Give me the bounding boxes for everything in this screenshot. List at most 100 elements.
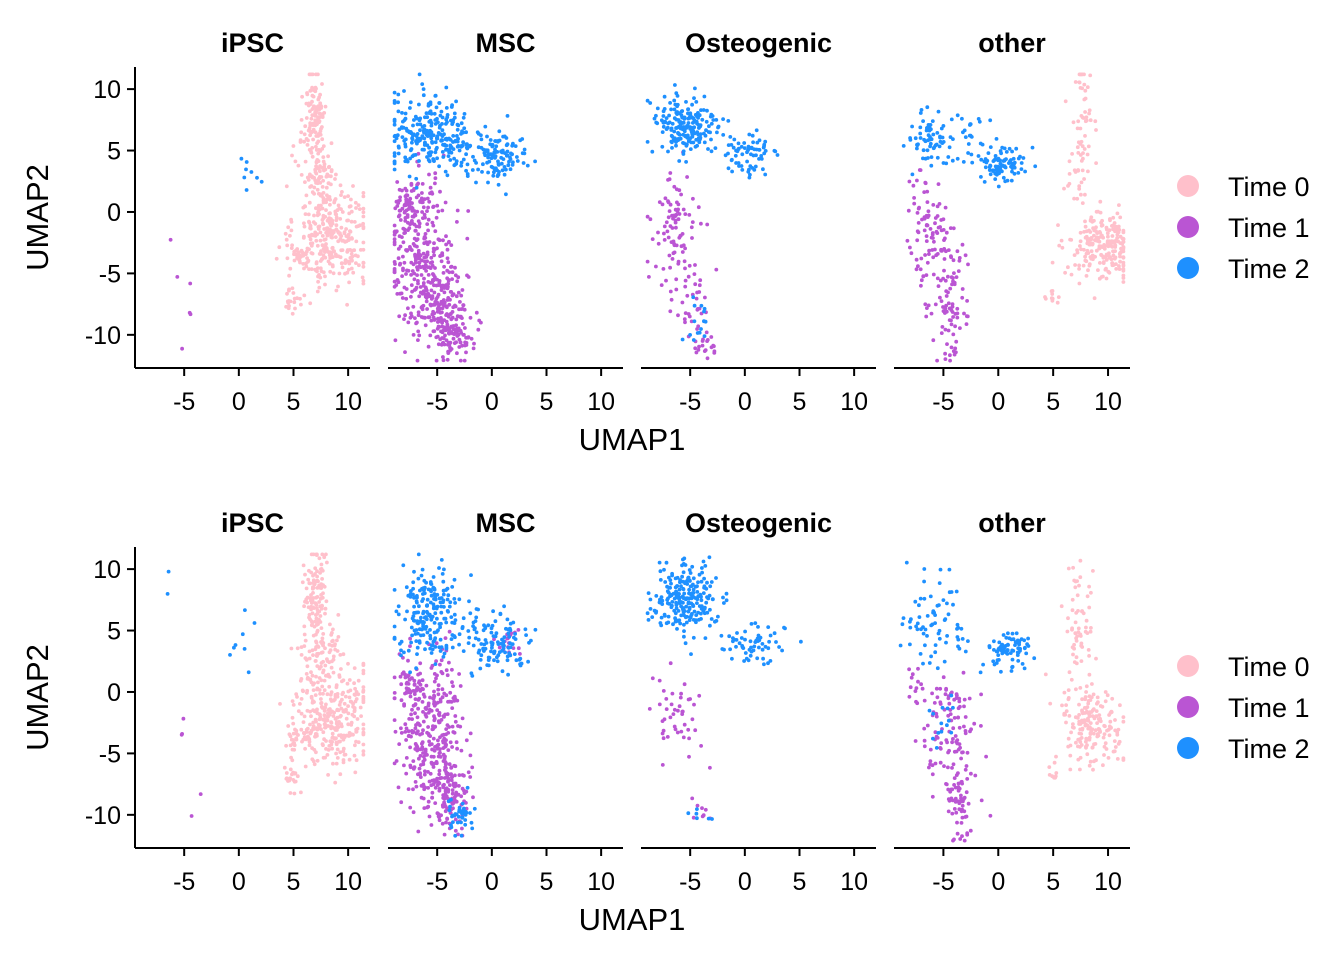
data-point <box>320 641 325 646</box>
data-point <box>1083 258 1088 263</box>
data-point <box>307 233 312 238</box>
data-point <box>412 604 416 609</box>
data-point <box>467 144 472 149</box>
data-point <box>670 573 674 578</box>
data-point <box>1110 234 1115 238</box>
data-point <box>498 611 503 616</box>
data-point <box>319 203 323 208</box>
data-point <box>418 620 423 624</box>
data-point <box>320 636 325 641</box>
data-point <box>416 310 421 315</box>
data-point <box>304 586 309 591</box>
data-point <box>914 257 919 262</box>
data-point <box>665 598 670 602</box>
data-point <box>403 219 408 223</box>
data-point <box>414 321 418 326</box>
data-point <box>321 691 325 696</box>
data-point <box>969 771 973 776</box>
data-point <box>442 143 447 148</box>
data-point <box>682 609 687 613</box>
data-point <box>429 111 434 116</box>
data-point <box>966 801 971 806</box>
data-point <box>1083 110 1087 114</box>
data-point <box>329 632 334 637</box>
data-point <box>505 114 510 118</box>
data-point <box>466 629 471 633</box>
data-point <box>415 183 419 187</box>
data-point <box>476 637 481 642</box>
data-point <box>349 723 354 727</box>
data-point <box>318 238 323 243</box>
data-point <box>673 102 678 107</box>
data-point <box>418 747 423 752</box>
data-point <box>335 715 340 720</box>
data-point <box>691 604 696 608</box>
data-point <box>299 790 303 795</box>
data-point <box>960 295 965 300</box>
data-point <box>1084 625 1088 630</box>
data-point <box>453 719 458 724</box>
data-point <box>709 137 713 142</box>
data-point <box>421 751 425 755</box>
data-point <box>340 265 345 270</box>
data-point <box>1092 731 1096 736</box>
data-point <box>317 176 321 181</box>
data-point <box>418 771 422 776</box>
data-point <box>994 137 999 141</box>
data-point <box>435 745 440 750</box>
data-point <box>424 295 429 300</box>
data-point <box>959 821 964 825</box>
data-point <box>298 702 302 706</box>
data-point <box>955 635 960 639</box>
data-point <box>436 301 440 306</box>
data-point <box>354 239 359 244</box>
data-point <box>518 652 522 656</box>
data-point <box>361 722 366 727</box>
data-point <box>310 241 315 246</box>
data-point <box>675 584 680 588</box>
data-point <box>396 151 401 156</box>
data-point <box>422 806 427 810</box>
data-point <box>296 709 301 713</box>
data-point <box>1086 169 1090 174</box>
data-point <box>428 771 433 776</box>
data-point <box>361 663 366 667</box>
data-point <box>1060 245 1065 250</box>
data-point <box>1062 711 1067 716</box>
data-point <box>392 151 397 156</box>
data-point <box>666 178 670 182</box>
data-point <box>437 566 441 570</box>
data-point <box>666 149 670 154</box>
data-point <box>322 713 327 718</box>
data-point <box>432 718 437 723</box>
data-point <box>306 259 310 264</box>
data-point <box>479 653 484 658</box>
data-point <box>957 258 962 263</box>
data-point <box>317 285 322 290</box>
data-point <box>430 790 435 795</box>
data-point <box>361 700 366 705</box>
data-point <box>408 670 412 675</box>
data-point <box>935 666 940 671</box>
data-point <box>682 556 687 561</box>
data-point <box>314 639 318 644</box>
data-point <box>408 763 413 768</box>
data-point <box>308 185 312 189</box>
data-point <box>358 705 363 710</box>
data-point <box>302 293 307 298</box>
data-point <box>315 569 319 574</box>
data-point <box>436 692 441 697</box>
data-point <box>967 133 972 138</box>
data-point <box>666 199 670 204</box>
data-point <box>1088 731 1093 735</box>
data-point <box>449 765 454 770</box>
data-point <box>782 625 786 630</box>
data-point <box>926 303 931 308</box>
data-point <box>1083 119 1088 124</box>
data-point <box>937 636 942 641</box>
panel-other: other-5 0 5 10 <box>894 508 1130 896</box>
data-point <box>338 255 343 260</box>
data-point <box>308 89 313 93</box>
data-point <box>751 140 755 145</box>
data-point <box>664 560 669 565</box>
